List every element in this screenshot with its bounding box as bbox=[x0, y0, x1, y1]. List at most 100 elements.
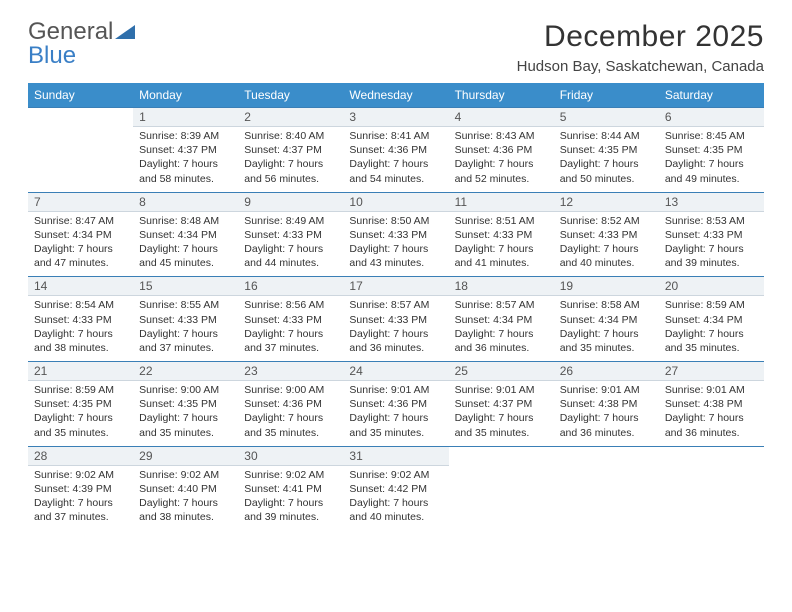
day-number: 13 bbox=[659, 192, 764, 211]
day-content: Sunrise: 8:54 AMSunset: 4:33 PMDaylight:… bbox=[28, 296, 133, 362]
sunrise-text: Sunrise: 9:02 AM bbox=[34, 468, 127, 482]
day-number: 3 bbox=[343, 108, 448, 127]
day-number bbox=[449, 446, 554, 465]
sunrise-text: Sunrise: 9:00 AM bbox=[139, 383, 232, 397]
sunrise-text: Sunrise: 9:02 AM bbox=[244, 468, 337, 482]
sunrise-text: Sunrise: 8:56 AM bbox=[244, 298, 337, 312]
sunset-text: Sunset: 4:37 PM bbox=[244, 143, 337, 157]
sunset-text: Sunset: 4:38 PM bbox=[560, 397, 653, 411]
sunset-text: Sunset: 4:36 PM bbox=[349, 397, 442, 411]
daylight-text: Daylight: 7 hours and 39 minutes. bbox=[244, 496, 337, 524]
day-number: 25 bbox=[449, 362, 554, 381]
sunset-text: Sunset: 4:35 PM bbox=[139, 397, 232, 411]
day-number: 23 bbox=[238, 362, 343, 381]
content-row: Sunrise: 9:02 AMSunset: 4:39 PMDaylight:… bbox=[28, 465, 764, 530]
day-content: Sunrise: 8:50 AMSunset: 4:33 PMDaylight:… bbox=[343, 211, 448, 277]
day-content: Sunrise: 9:02 AMSunset: 4:39 PMDaylight:… bbox=[28, 465, 133, 530]
sunrise-text: Sunrise: 8:52 AM bbox=[560, 214, 653, 228]
location: Hudson Bay, Saskatchewan, Canada bbox=[517, 58, 764, 75]
day-content: Sunrise: 8:51 AMSunset: 4:33 PMDaylight:… bbox=[449, 211, 554, 277]
header: General Blue December 2025 Hudson Bay, S… bbox=[28, 20, 764, 75]
daylight-text: Daylight: 7 hours and 35 minutes. bbox=[560, 327, 653, 355]
sunrise-text: Sunrise: 8:47 AM bbox=[34, 214, 127, 228]
daylight-text: Daylight: 7 hours and 49 minutes. bbox=[665, 157, 758, 185]
daylight-text: Daylight: 7 hours and 37 minutes. bbox=[139, 327, 232, 355]
day-content: Sunrise: 9:01 AMSunset: 4:38 PMDaylight:… bbox=[554, 381, 659, 447]
sunrise-text: Sunrise: 9:00 AM bbox=[244, 383, 337, 397]
day-content: Sunrise: 9:00 AMSunset: 4:35 PMDaylight:… bbox=[133, 381, 238, 447]
sunset-text: Sunset: 4:35 PM bbox=[560, 143, 653, 157]
day-number: 5 bbox=[554, 108, 659, 127]
sunrise-text: Sunrise: 8:49 AM bbox=[244, 214, 337, 228]
sunrise-text: Sunrise: 9:01 AM bbox=[560, 383, 653, 397]
day-content: Sunrise: 8:40 AMSunset: 4:37 PMDaylight:… bbox=[238, 127, 343, 193]
day-content: Sunrise: 9:01 AMSunset: 4:36 PMDaylight:… bbox=[343, 381, 448, 447]
day-content: Sunrise: 9:01 AMSunset: 4:37 PMDaylight:… bbox=[449, 381, 554, 447]
daylight-text: Daylight: 7 hours and 58 minutes. bbox=[139, 157, 232, 185]
sunrise-text: Sunrise: 9:01 AM bbox=[455, 383, 548, 397]
logo-word1: General bbox=[28, 18, 113, 45]
sunset-text: Sunset: 4:38 PM bbox=[665, 397, 758, 411]
sunset-text: Sunset: 4:37 PM bbox=[455, 397, 548, 411]
weekday-header: Saturday bbox=[659, 83, 764, 108]
day-number: 20 bbox=[659, 277, 764, 296]
sunset-text: Sunset: 4:33 PM bbox=[34, 313, 127, 327]
sunrise-text: Sunrise: 8:51 AM bbox=[455, 214, 548, 228]
sunset-text: Sunset: 4:33 PM bbox=[349, 228, 442, 242]
content-row: Sunrise: 8:54 AMSunset: 4:33 PMDaylight:… bbox=[28, 296, 764, 362]
daylight-text: Daylight: 7 hours and 54 minutes. bbox=[349, 157, 442, 185]
sunrise-text: Sunrise: 8:59 AM bbox=[665, 298, 758, 312]
sunset-text: Sunset: 4:40 PM bbox=[139, 482, 232, 496]
day-number: 17 bbox=[343, 277, 448, 296]
sunrise-text: Sunrise: 8:48 AM bbox=[139, 214, 232, 228]
weekday-header-row: Sunday Monday Tuesday Wednesday Thursday… bbox=[28, 83, 764, 108]
daylight-text: Daylight: 7 hours and 35 minutes. bbox=[244, 411, 337, 439]
day-number: 15 bbox=[133, 277, 238, 296]
sunset-text: Sunset: 4:34 PM bbox=[560, 313, 653, 327]
day-content: Sunrise: 8:47 AMSunset: 4:34 PMDaylight:… bbox=[28, 211, 133, 277]
sunset-text: Sunset: 4:34 PM bbox=[34, 228, 127, 242]
day-content: Sunrise: 9:02 AMSunset: 4:40 PMDaylight:… bbox=[133, 465, 238, 530]
sunrise-text: Sunrise: 8:43 AM bbox=[455, 129, 548, 143]
daylight-text: Daylight: 7 hours and 36 minutes. bbox=[665, 411, 758, 439]
day-content: Sunrise: 8:56 AMSunset: 4:33 PMDaylight:… bbox=[238, 296, 343, 362]
daylight-text: Daylight: 7 hours and 36 minutes. bbox=[455, 327, 548, 355]
day-number: 1 bbox=[133, 108, 238, 127]
sunrise-text: Sunrise: 9:01 AM bbox=[665, 383, 758, 397]
daylight-text: Daylight: 7 hours and 36 minutes. bbox=[560, 411, 653, 439]
daylight-text: Daylight: 7 hours and 35 minutes. bbox=[455, 411, 548, 439]
sunrise-text: Sunrise: 8:59 AM bbox=[34, 383, 127, 397]
content-row: Sunrise: 8:39 AMSunset: 4:37 PMDaylight:… bbox=[28, 127, 764, 193]
day-content: Sunrise: 9:02 AMSunset: 4:41 PMDaylight:… bbox=[238, 465, 343, 530]
day-number: 6 bbox=[659, 108, 764, 127]
daylight-text: Daylight: 7 hours and 52 minutes. bbox=[455, 157, 548, 185]
day-number: 29 bbox=[133, 446, 238, 465]
daylight-text: Daylight: 7 hours and 45 minutes. bbox=[139, 242, 232, 270]
sunset-text: Sunset: 4:36 PM bbox=[349, 143, 442, 157]
daylight-text: Daylight: 7 hours and 44 minutes. bbox=[244, 242, 337, 270]
day-content: Sunrise: 8:39 AMSunset: 4:37 PMDaylight:… bbox=[133, 127, 238, 193]
day-number: 9 bbox=[238, 192, 343, 211]
sunrise-text: Sunrise: 9:02 AM bbox=[139, 468, 232, 482]
sunset-text: Sunset: 4:33 PM bbox=[349, 313, 442, 327]
sunrise-text: Sunrise: 8:58 AM bbox=[560, 298, 653, 312]
logo-triangle-icon bbox=[115, 23, 135, 39]
day-content: Sunrise: 9:00 AMSunset: 4:36 PMDaylight:… bbox=[238, 381, 343, 447]
day-content: Sunrise: 8:44 AMSunset: 4:35 PMDaylight:… bbox=[554, 127, 659, 193]
day-number: 27 bbox=[659, 362, 764, 381]
sunset-text: Sunset: 4:39 PM bbox=[34, 482, 127, 496]
day-number: 21 bbox=[28, 362, 133, 381]
daylight-text: Daylight: 7 hours and 35 minutes. bbox=[139, 411, 232, 439]
weekday-header: Sunday bbox=[28, 83, 133, 108]
daylight-text: Daylight: 7 hours and 37 minutes. bbox=[244, 327, 337, 355]
daylight-text: Daylight: 7 hours and 35 minutes. bbox=[34, 411, 127, 439]
daylight-text: Daylight: 7 hours and 50 minutes. bbox=[560, 157, 653, 185]
day-content: Sunrise: 8:48 AMSunset: 4:34 PMDaylight:… bbox=[133, 211, 238, 277]
day-content: Sunrise: 8:59 AMSunset: 4:34 PMDaylight:… bbox=[659, 296, 764, 362]
day-content: Sunrise: 8:45 AMSunset: 4:35 PMDaylight:… bbox=[659, 127, 764, 193]
day-number: 24 bbox=[343, 362, 448, 381]
sunset-text: Sunset: 4:33 PM bbox=[244, 228, 337, 242]
sunrise-text: Sunrise: 8:45 AM bbox=[665, 129, 758, 143]
sunrise-text: Sunrise: 8:57 AM bbox=[455, 298, 548, 312]
sunset-text: Sunset: 4:41 PM bbox=[244, 482, 337, 496]
